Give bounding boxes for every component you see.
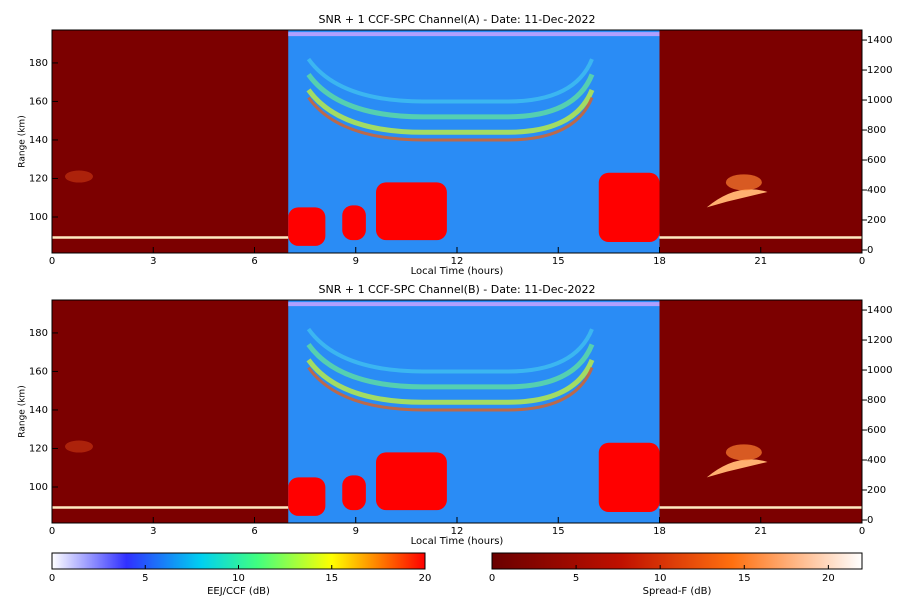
top-band [288, 302, 660, 307]
echo-arc [307, 366, 594, 412]
y2-tick-label: 0 [867, 515, 873, 526]
x-tick-label: 6 [251, 256, 257, 267]
echo-arc [306, 73, 595, 120]
y2-tick-label: 0 [867, 245, 873, 256]
y2-tick-label: 1000 [867, 95, 892, 106]
x-tick-label: 0 [49, 256, 55, 267]
echo-arc [306, 358, 595, 405]
colorbar-tick-label: 15 [325, 573, 338, 584]
spread-f [65, 440, 93, 453]
colorbar-label: EEJ/CCF (dB) [207, 586, 270, 597]
x-tick-label: 18 [653, 526, 666, 537]
x-axis-label: Local Time (hours) [411, 266, 504, 277]
y-tick-label: 120 [29, 443, 48, 454]
colorbar-tick-label: 10 [654, 573, 667, 584]
y-tick-label: 120 [29, 173, 48, 184]
colorbar-tick-label: 20 [822, 573, 835, 584]
echo-blob [598, 442, 660, 513]
x-tick-label: 6 [251, 526, 257, 537]
y-tick-label: 180 [29, 58, 48, 69]
heatmap [52, 300, 862, 523]
y-tick-label: 100 [29, 482, 48, 493]
colorbar-tick-label: 5 [142, 573, 148, 584]
y2-tick-label: 400 [867, 455, 886, 466]
echo-blob [288, 477, 326, 516]
y2-tick-label: 600 [867, 425, 886, 436]
spread-f [706, 459, 768, 478]
y-tick-label: 140 [29, 135, 48, 146]
x-tick-label: 18 [653, 256, 666, 267]
echo-blob [376, 182, 447, 241]
colorbar-tick-label: 15 [738, 573, 751, 584]
y-tick-label: 100 [29, 212, 48, 223]
x-tick-label: 12 [451, 256, 464, 267]
x-tick-label: 9 [353, 256, 359, 267]
y-axis-label: Range (km) [18, 115, 28, 167]
echo-blob [288, 207, 326, 246]
x-tick-label: 21 [754, 526, 767, 537]
echo-arc [306, 343, 595, 390]
x-axis-label: Local Time (hours) [411, 536, 504, 547]
x-tick-label: 21 [754, 256, 767, 267]
night-echo [52, 236, 289, 239]
spread-f [725, 174, 762, 191]
x-tick-label: 3 [150, 526, 156, 537]
x-tick-label: 3 [150, 256, 156, 267]
x-tick-label: 0 [49, 526, 55, 537]
y2-tick-label: 400 [867, 185, 886, 196]
y2-tick-label: 800 [867, 125, 886, 136]
y2-tick-label: 1000 [867, 365, 892, 376]
x-tick-label: 15 [552, 256, 565, 267]
y-tick-label: 180 [29, 328, 48, 339]
x-tick-label: 15 [552, 526, 565, 537]
colorbar-tick-label: 0 [489, 573, 495, 584]
colorbar [491, 552, 863, 570]
y2-tick-label: 1400 [867, 305, 892, 316]
echo-blob [376, 452, 447, 511]
echo-blob [598, 172, 660, 243]
night-echo [659, 236, 862, 239]
colorbar-label: Spread-F (dB) [643, 586, 712, 597]
colorbar-tick-label: 20 [419, 573, 432, 584]
colorbar-tick-label: 0 [49, 573, 55, 584]
y2-tick-label: 800 [867, 395, 886, 406]
x-tick-label: 9 [353, 526, 359, 537]
y2-tick-label: 1200 [867, 65, 892, 76]
echo-blob [342, 475, 366, 511]
y-tick-label: 160 [29, 366, 48, 377]
echo-blob [342, 205, 366, 241]
y2-tick-label: 200 [867, 485, 886, 496]
chart-title: SNR + 1 CCF-SPC Channel(B) - Date: 11-De… [319, 283, 596, 296]
spread-f [65, 170, 93, 183]
spread-f [725, 444, 762, 461]
y-tick-label: 160 [29, 96, 48, 107]
heatmap [52, 30, 862, 253]
echo-arc [306, 327, 594, 374]
chart-title: SNR + 1 CCF-SPC Channel(A) - Date: 11-De… [319, 13, 596, 26]
colorbar-tick-label: 10 [232, 573, 245, 584]
x-tick-label: 12 [451, 526, 464, 537]
y2-tick-label: 1200 [867, 335, 892, 346]
y2-tick-label: 1400 [867, 35, 892, 46]
echo-arc [306, 88, 595, 135]
x-tick-label: 0 [859, 256, 865, 267]
y-axis-label: Range (km) [18, 385, 28, 437]
spread-f [706, 189, 768, 208]
x-tick-label: 0 [859, 526, 865, 537]
y2-tick-label: 600 [867, 155, 886, 166]
top-band [288, 32, 660, 37]
y2-tick-label: 200 [867, 215, 886, 226]
echo-arc [307, 96, 594, 142]
y-tick-label: 140 [29, 405, 48, 416]
night-echo [52, 506, 289, 509]
echo-arc [306, 57, 594, 104]
night-echo [659, 506, 862, 509]
colorbar-tick-label: 5 [573, 573, 579, 584]
